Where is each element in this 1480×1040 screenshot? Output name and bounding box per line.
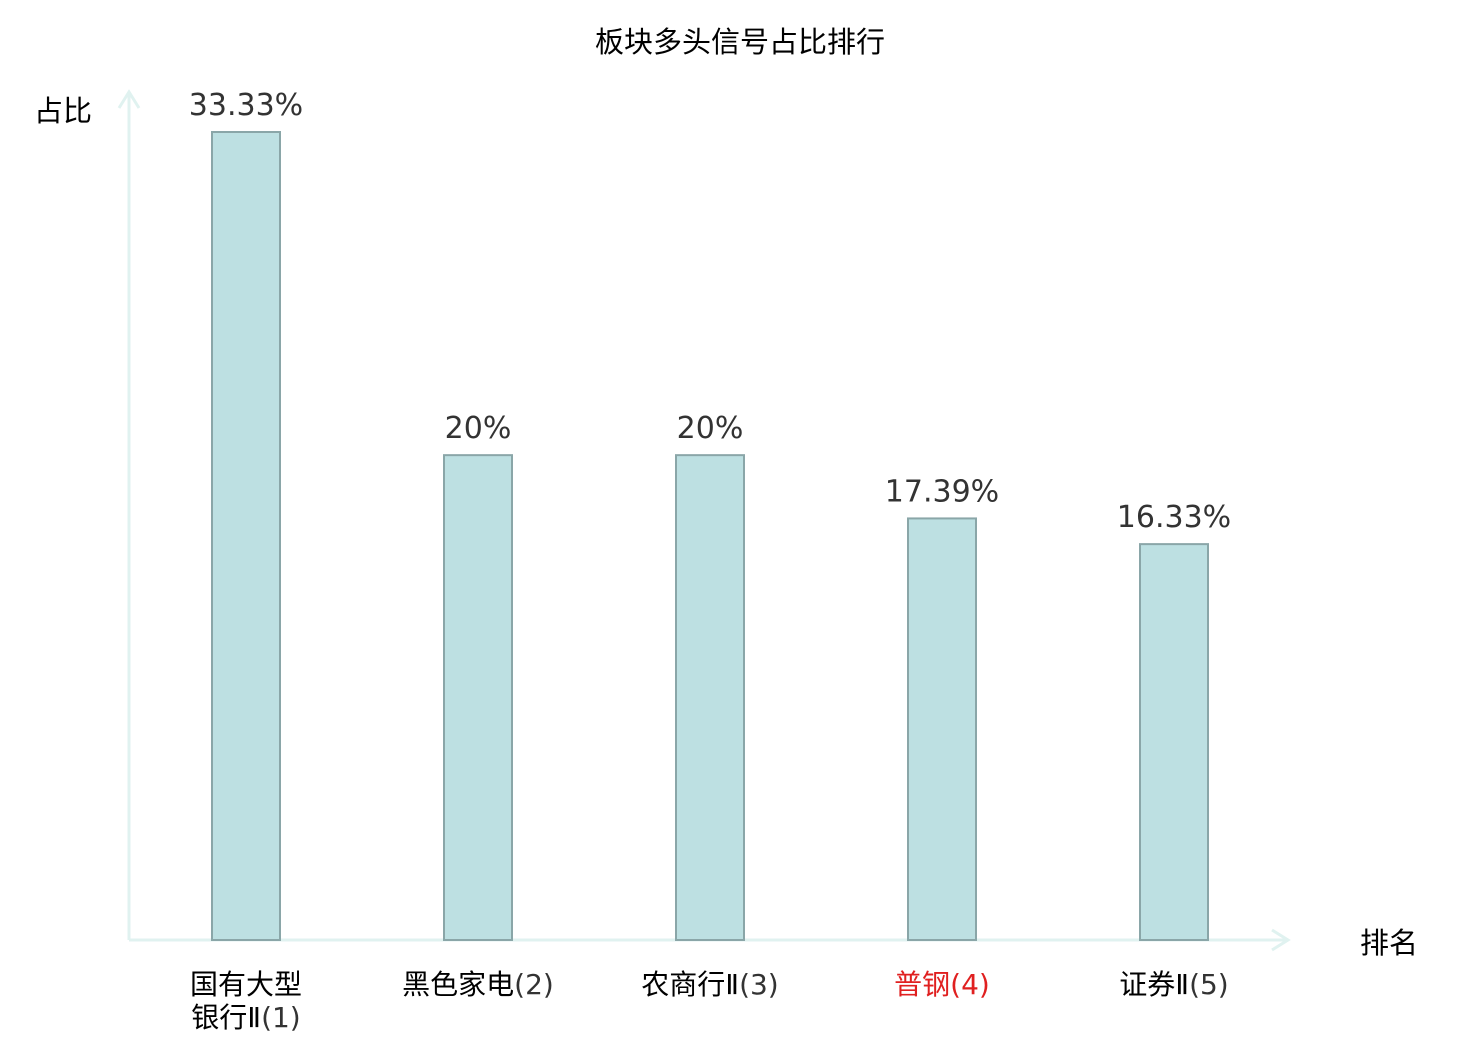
bar-5 xyxy=(1139,543,1209,941)
bar-1 xyxy=(211,131,281,941)
value-labels-group: 33.33% 20% 20% 17.39% 16.33% xyxy=(189,88,1231,535)
value-label-4: 17.39% xyxy=(885,474,999,509)
category-labels-group: 国有大型银行Ⅱ(1) 黑色家电(2) 农商行Ⅱ(3) 普钢(4) 证券Ⅱ(5) xyxy=(190,968,1229,1034)
bars-group xyxy=(211,131,1209,941)
x-axis-label: 排名 xyxy=(1360,926,1418,960)
category-name: 黑色家电 xyxy=(402,968,514,1001)
value-label-3: 20% xyxy=(677,411,744,446)
category-name: 国有大型 xyxy=(190,968,302,1001)
bar-3 xyxy=(675,454,745,941)
bar-4 xyxy=(907,517,977,941)
category-name: 普钢 xyxy=(894,968,950,1001)
value-label-1: 33.33% xyxy=(189,88,303,123)
y-axis-label: 占比 xyxy=(34,94,92,128)
chart-title: 板块多头信号占比排行 xyxy=(595,25,885,59)
category-rank: (2) xyxy=(514,968,554,1001)
category-label-5: 证券Ⅱ(5) xyxy=(1119,968,1228,1001)
category-label-4: 普钢(4) xyxy=(894,968,990,1001)
category-label-1: 国有大型银行Ⅱ(1) xyxy=(190,968,302,1034)
value-label-2: 20% xyxy=(445,411,512,446)
category-label-2: 黑色家电(2) xyxy=(402,968,554,1001)
y-axis-arrow xyxy=(117,89,141,109)
category-name: 证券Ⅱ xyxy=(1119,968,1189,1001)
category-rank: (3) xyxy=(739,968,779,1001)
x-axis-arrow xyxy=(1271,928,1291,952)
category-name: 农商行Ⅱ xyxy=(641,968,739,1001)
category-rank: (1) xyxy=(261,1001,301,1034)
category-label-3: 农商行Ⅱ(3) xyxy=(641,968,778,1001)
category-rank: (5) xyxy=(1189,968,1229,1001)
value-label-5: 16.33% xyxy=(1117,500,1231,535)
bar-2 xyxy=(443,454,513,941)
category-name: 银行Ⅱ xyxy=(191,1001,261,1034)
category-rank: (4) xyxy=(950,968,990,1001)
